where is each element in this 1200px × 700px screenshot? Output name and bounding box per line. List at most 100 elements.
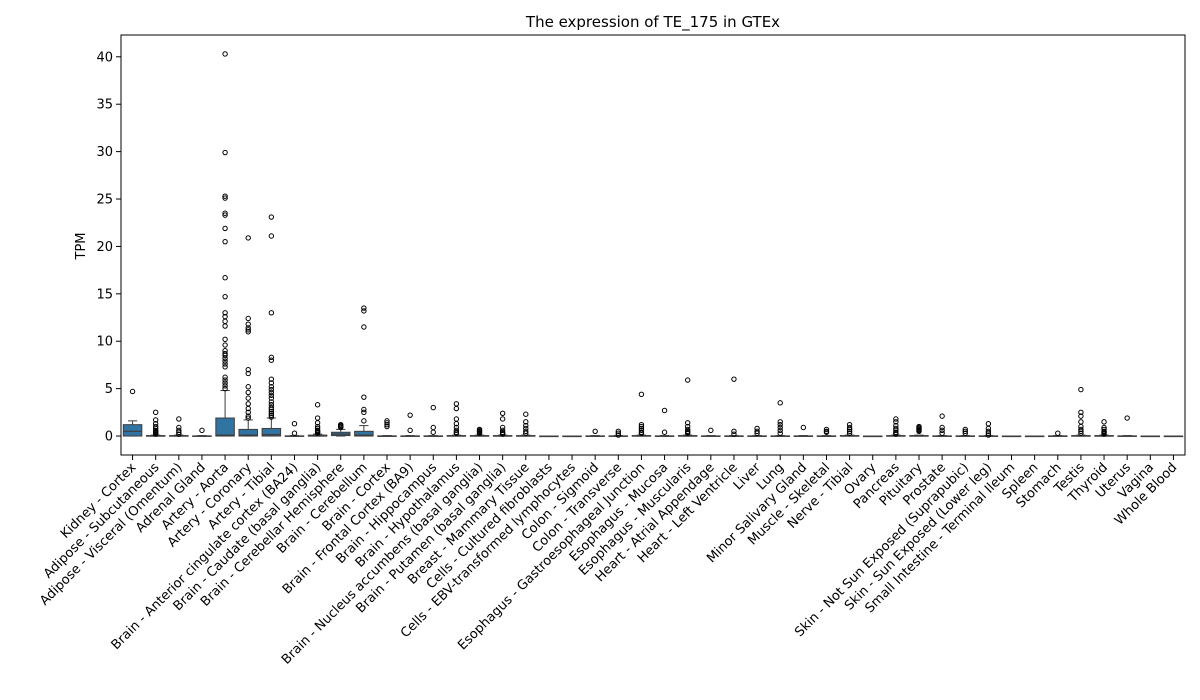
box-flier [453, 427, 460, 434]
box-flier [314, 420, 321, 426]
box-flier [245, 325, 251, 331]
box-flier [222, 374, 228, 380]
box-flier [523, 411, 529, 417]
box-flier [245, 329, 251, 335]
box-flier [684, 420, 691, 426]
box-flier [1078, 413, 1084, 419]
box-flier [361, 406, 367, 413]
box-flier [314, 402, 321, 408]
box-flier [338, 424, 344, 431]
box-flier [245, 321, 251, 327]
box-flier [268, 357, 275, 363]
box-flier [407, 412, 413, 418]
box-flier [314, 430, 321, 436]
box-flier [268, 386, 275, 393]
box-flier [176, 431, 182, 437]
box-flier [985, 421, 992, 427]
y-tick-label: 0 [105, 430, 113, 445]
box-flier [222, 51, 228, 57]
box-flier [638, 423, 645, 430]
box-flier [245, 327, 251, 333]
box-flier [1078, 386, 1084, 393]
box-flier [731, 428, 737, 434]
box-flier [384, 421, 390, 428]
box-flier [939, 424, 945, 431]
box-flier [361, 418, 367, 424]
box-flier [661, 407, 668, 414]
box-flier [453, 430, 460, 436]
box-flier [268, 408, 275, 415]
box-flier [430, 404, 436, 411]
box-flier [268, 406, 275, 413]
box-flier [499, 416, 506, 422]
box-flier [777, 400, 783, 406]
box-flier [268, 395, 275, 401]
box-flier [176, 429, 182, 435]
box-flier [268, 414, 275, 420]
box-flier [245, 415, 251, 421]
box-flier [846, 428, 853, 434]
box-flier [453, 416, 460, 422]
box-flier [916, 428, 922, 434]
box-flier [523, 422, 529, 429]
box-flier [846, 424, 853, 431]
box-flier [1078, 426, 1084, 433]
box-flier [453, 405, 460, 412]
box-flier [1101, 419, 1107, 425]
box-flier [291, 430, 298, 436]
box-flier [893, 419, 899, 425]
box-flier [893, 431, 899, 437]
box-flier [222, 355, 228, 361]
box-flier [222, 212, 228, 218]
box-flier [291, 421, 298, 427]
box-flier [893, 416, 899, 422]
box-flier [222, 383, 228, 389]
box-flier [499, 427, 506, 434]
box-flier [638, 421, 645, 428]
box-flier [314, 415, 321, 421]
box-flier [129, 388, 136, 395]
box-flier [245, 395, 251, 401]
box-flier [823, 429, 830, 435]
box-flier [268, 376, 275, 382]
box-flier [754, 430, 760, 436]
box-flier [268, 410, 275, 416]
box-flier [268, 412, 275, 418]
box-flier [268, 392, 275, 398]
box-flier [499, 431, 506, 437]
box-flier [731, 376, 737, 382]
box-flier [523, 430, 529, 436]
y-tick-label: 10 [96, 335, 113, 350]
box-flier [245, 384, 251, 390]
box-flier [985, 428, 992, 434]
box-flier [777, 421, 783, 428]
box-flier [985, 430, 992, 436]
box-flier [453, 401, 460, 407]
box-flier [615, 430, 622, 436]
box-flier [384, 420, 390, 426]
box-flier [1101, 431, 1107, 437]
box-flier [592, 428, 598, 434]
box-flier [245, 405, 251, 412]
box-flier [1055, 430, 1061, 436]
box-body [122, 424, 143, 437]
box-flier [245, 409, 251, 416]
box-flier [962, 430, 968, 436]
y-tick-label: 30 [96, 145, 113, 160]
box-flier [222, 364, 228, 370]
box-flier [222, 352, 228, 359]
box-flier [523, 428, 529, 434]
box-flier [361, 409, 367, 416]
box-flier [245, 315, 251, 322]
box-flier [384, 423, 390, 430]
chart-title: The expression of TE_175 in GTEx [525, 13, 780, 32]
box-flier [777, 427, 783, 434]
box-flier [985, 432, 992, 438]
box-flier [407, 427, 413, 434]
box-flier [222, 193, 228, 199]
y-tick-label: 15 [96, 287, 113, 302]
box-flier [199, 427, 205, 434]
box-flier [523, 419, 529, 425]
box-flier [731, 431, 737, 437]
